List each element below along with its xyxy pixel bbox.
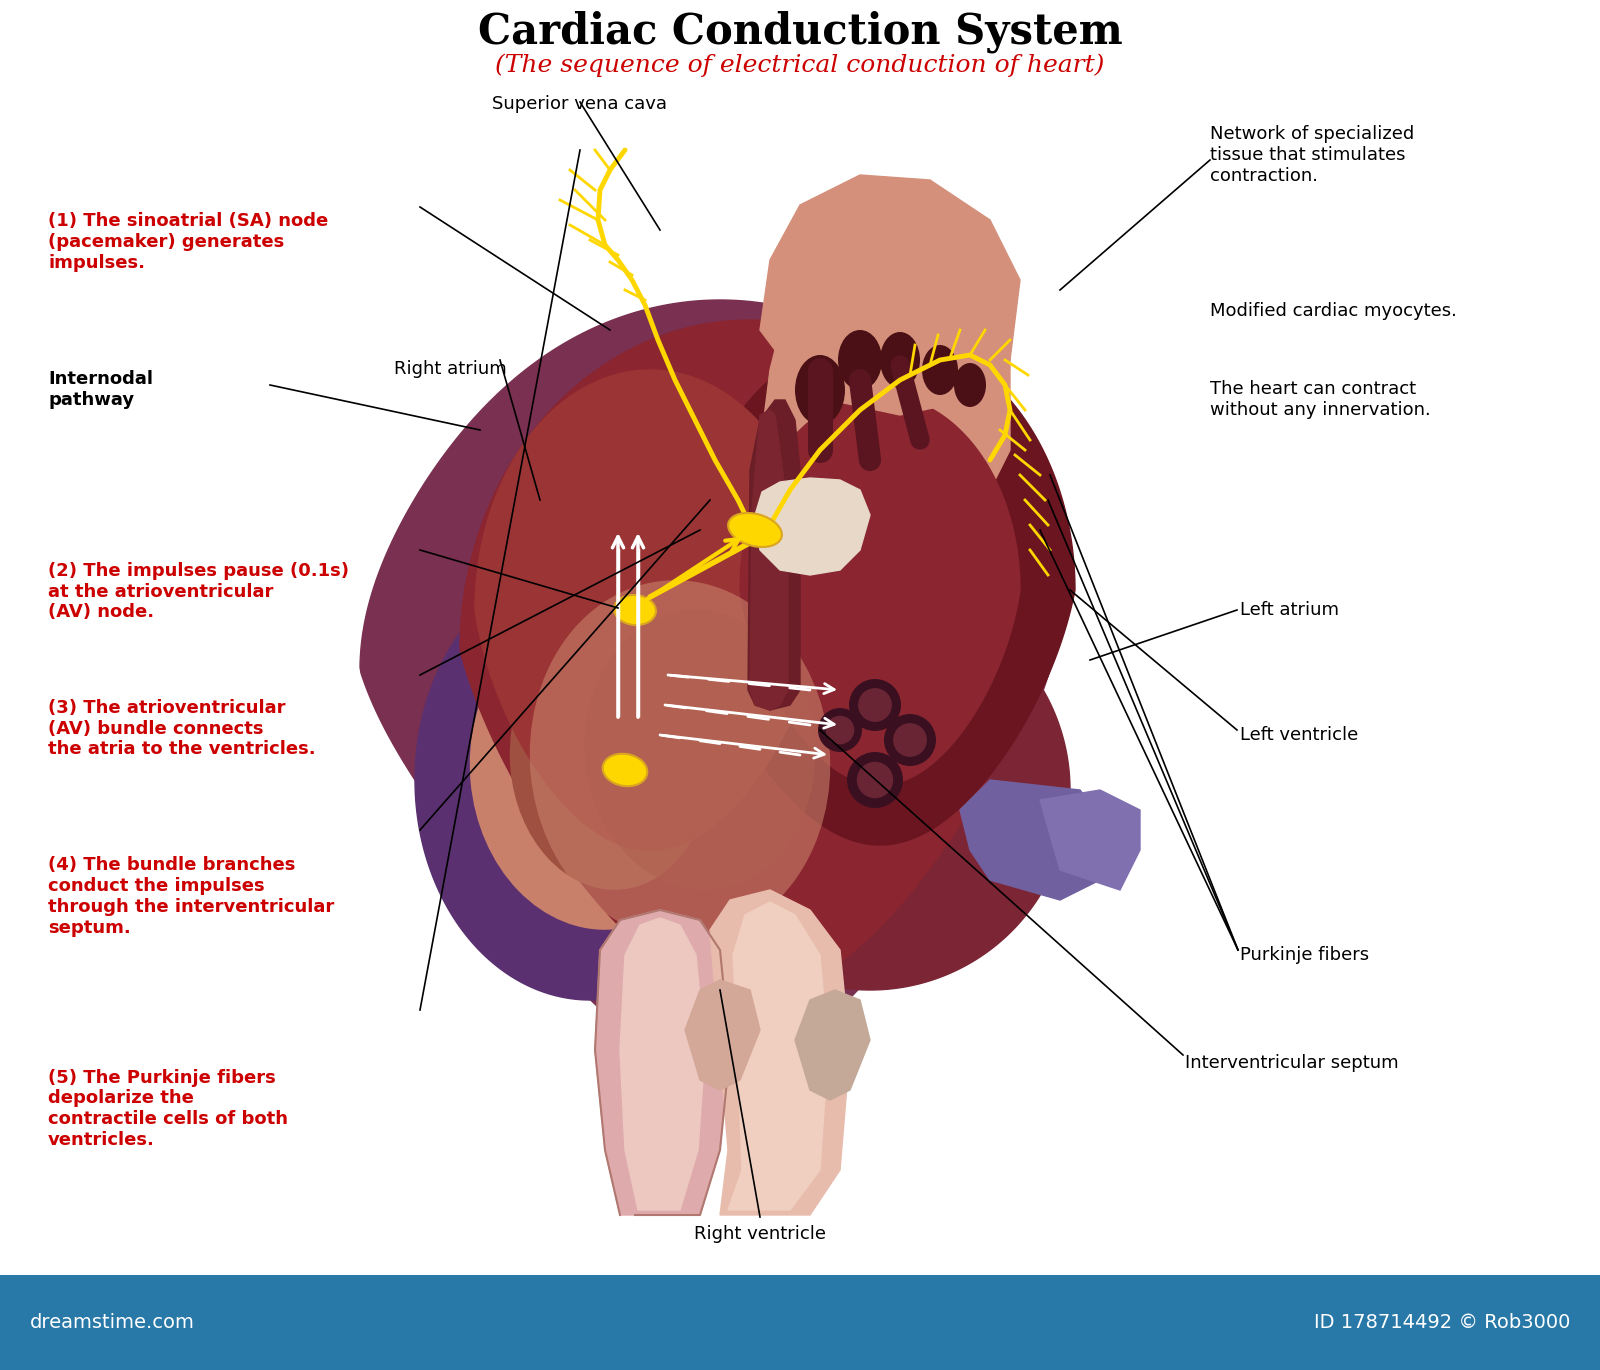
Polygon shape (760, 230, 1010, 560)
Polygon shape (621, 918, 706, 1210)
Text: Superior vena cava: Superior vena cava (493, 95, 667, 112)
Ellipse shape (922, 345, 958, 395)
Polygon shape (414, 560, 712, 1000)
Polygon shape (670, 590, 1070, 991)
Ellipse shape (584, 610, 816, 890)
Polygon shape (461, 321, 1040, 996)
Text: (2) The impulses pause (0.1s)
at the atrioventricular
(AV) node.: (2) The impulses pause (0.1s) at the atr… (48, 562, 349, 622)
Ellipse shape (858, 762, 893, 799)
Text: (4) The bundle branches
conduct the impulses
through the interventricular
septum: (4) The bundle branches conduct the impu… (48, 856, 334, 937)
Text: (1) The sinoatrial (SA) node
(pacemaker) generates
impulses.: (1) The sinoatrial (SA) node (pacemaker)… (48, 212, 328, 273)
Text: Right ventricle: Right ventricle (694, 1225, 826, 1243)
Ellipse shape (838, 330, 882, 390)
Ellipse shape (893, 723, 926, 756)
Polygon shape (750, 410, 787, 710)
Text: Internodal
pathway: Internodal pathway (48, 370, 154, 408)
Text: The heart can contract
without any innervation.: The heart can contract without any inner… (1210, 379, 1430, 419)
Polygon shape (0, 1275, 1600, 1370)
Text: Interventricular septum: Interventricular septum (1186, 1054, 1398, 1071)
Ellipse shape (880, 332, 920, 388)
Text: Left ventricle: Left ventricle (1240, 726, 1358, 744)
Text: Purkinje fibers: Purkinje fibers (1240, 947, 1370, 964)
Text: (3) The atrioventricular
(AV) bundle connects
the atria to the ventricles.: (3) The atrioventricular (AV) bundle con… (48, 699, 315, 759)
Polygon shape (755, 478, 870, 575)
Ellipse shape (846, 752, 902, 808)
Ellipse shape (728, 512, 782, 547)
Polygon shape (685, 980, 760, 1091)
Text: Left atrium: Left atrium (1240, 601, 1339, 619)
Text: ID 178714492 © Rob3000: ID 178714492 © Rob3000 (1314, 1312, 1570, 1332)
Polygon shape (728, 901, 829, 1210)
Text: dreamstime.com: dreamstime.com (30, 1312, 195, 1332)
Polygon shape (795, 991, 870, 1100)
Polygon shape (760, 175, 1021, 415)
Ellipse shape (510, 630, 710, 889)
Polygon shape (685, 336, 1075, 845)
Ellipse shape (614, 595, 656, 625)
Ellipse shape (530, 581, 830, 940)
Polygon shape (710, 890, 850, 1215)
Ellipse shape (858, 688, 891, 722)
Text: (The sequence of electrical conduction of heart): (The sequence of electrical conduction o… (496, 53, 1104, 77)
Polygon shape (960, 780, 1110, 900)
Ellipse shape (850, 680, 901, 732)
Polygon shape (1040, 790, 1139, 890)
Ellipse shape (603, 754, 648, 786)
Ellipse shape (954, 363, 986, 407)
Ellipse shape (795, 355, 845, 425)
Ellipse shape (818, 708, 862, 752)
Text: Right atrium: Right atrium (394, 360, 506, 378)
Polygon shape (595, 910, 730, 1215)
Ellipse shape (883, 714, 936, 766)
Polygon shape (475, 370, 826, 849)
Polygon shape (749, 400, 800, 710)
Polygon shape (360, 300, 1050, 1070)
Text: (5) The Purkinje fibers
depolarize the
contractile cells of both
ventricles.: (5) The Purkinje fibers depolarize the c… (48, 1069, 288, 1149)
Ellipse shape (826, 715, 854, 744)
Ellipse shape (470, 610, 730, 930)
Text: Modified cardiac myocytes.: Modified cardiac myocytes. (1210, 301, 1458, 321)
Polygon shape (741, 395, 1021, 785)
Text: Network of specialized
tissue that stimulates
contraction.: Network of specialized tissue that stimu… (1210, 125, 1414, 185)
Text: Cardiac Conduction System: Cardiac Conduction System (478, 11, 1122, 53)
